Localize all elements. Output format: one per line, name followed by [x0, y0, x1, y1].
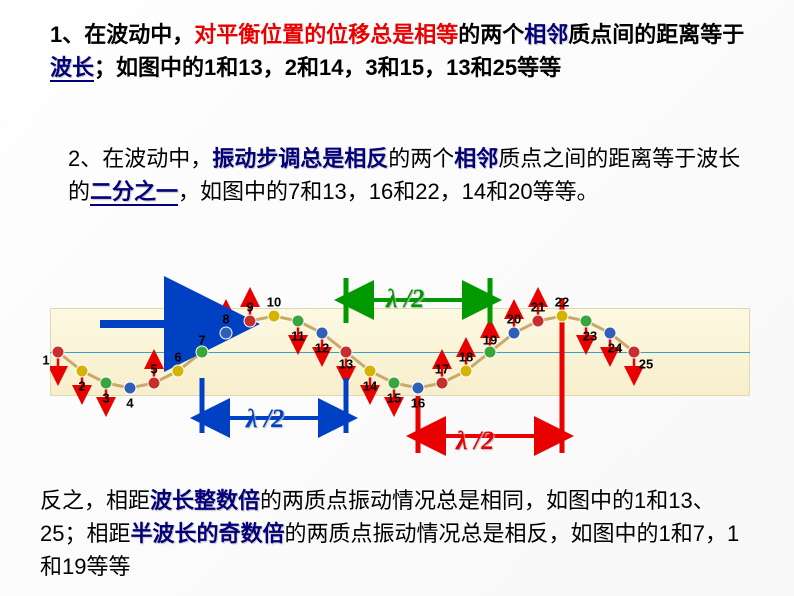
- text: ；如图中的1和13，2和14，3和15，13和25等等: [94, 55, 561, 80]
- paragraph-2: 2、在波动中，振动步调总是相反的两个相邻质点之间的距离等于波长的二分之一，如图中…: [68, 142, 748, 208]
- point-label: 4: [126, 396, 133, 411]
- point-label: 24: [608, 341, 622, 356]
- text-navy: 相邻: [524, 22, 568, 47]
- point-label: 23: [583, 329, 597, 344]
- paragraph-1: 1、在波动中，对平衡位置的位移总是相等的两个相邻质点间的距离等于波长；如图中的1…: [50, 18, 750, 84]
- point-label: 13: [339, 357, 353, 372]
- text: 2、在波动中，: [68, 146, 212, 171]
- text: 反之，相距: [40, 488, 150, 513]
- point-label: 16: [411, 396, 425, 411]
- text-navy: 相邻: [454, 146, 498, 171]
- point-label: 17: [435, 362, 449, 377]
- point-label: 21: [531, 300, 545, 315]
- text-navy: 振动步调总是相反: [212, 146, 388, 171]
- text-navy: 半波长的奇数倍: [130, 521, 284, 546]
- point-label: 15: [387, 391, 401, 406]
- text-navy-underline: 二分之一: [90, 179, 178, 206]
- point-label: 6: [174, 350, 181, 365]
- point-label: 7: [198, 333, 205, 348]
- text-navy-underline: 波长: [50, 55, 94, 82]
- point-label: 3: [102, 391, 109, 406]
- text: 1、在波动中，: [50, 22, 194, 47]
- point-label: 2: [78, 379, 85, 394]
- text: 的两个: [458, 22, 524, 47]
- text: 的两个: [388, 146, 454, 171]
- text-navy: 波长整数倍: [150, 488, 260, 513]
- point-label: 8: [222, 312, 229, 327]
- lambda-half-red: λ /2: [456, 426, 494, 456]
- point-label: 22: [555, 295, 569, 310]
- point-label: 12: [315, 341, 329, 356]
- point-label: 20: [507, 312, 521, 327]
- point-label: 5: [150, 362, 157, 377]
- text-red: 对平衡位置的位移总是相等: [194, 22, 458, 47]
- wave-diagram: λ /2 λ /2 λ /2 1234567891011121314151617…: [50, 268, 750, 468]
- point-label: 1: [42, 353, 49, 368]
- paragraph-3: 反之，相距波长整数倍的两质点振动情况总是相同，如图中的1和13、25；相距半波长…: [40, 484, 760, 583]
- lambda-half-blue: λ /2: [246, 404, 284, 434]
- point-label: 14: [363, 379, 377, 394]
- point-label: 9: [246, 300, 253, 315]
- lambda-half-green: λ /2: [386, 284, 424, 314]
- text: ，如图中的7和13，16和22，14和20等等。: [178, 179, 599, 204]
- point-label: 25: [639, 357, 653, 372]
- point-label: 10: [267, 295, 281, 310]
- text: 质点间的距离等于: [568, 22, 744, 47]
- point-label: 18: [459, 350, 473, 365]
- point-label: 11: [291, 329, 305, 344]
- point-label: 19: [483, 333, 497, 348]
